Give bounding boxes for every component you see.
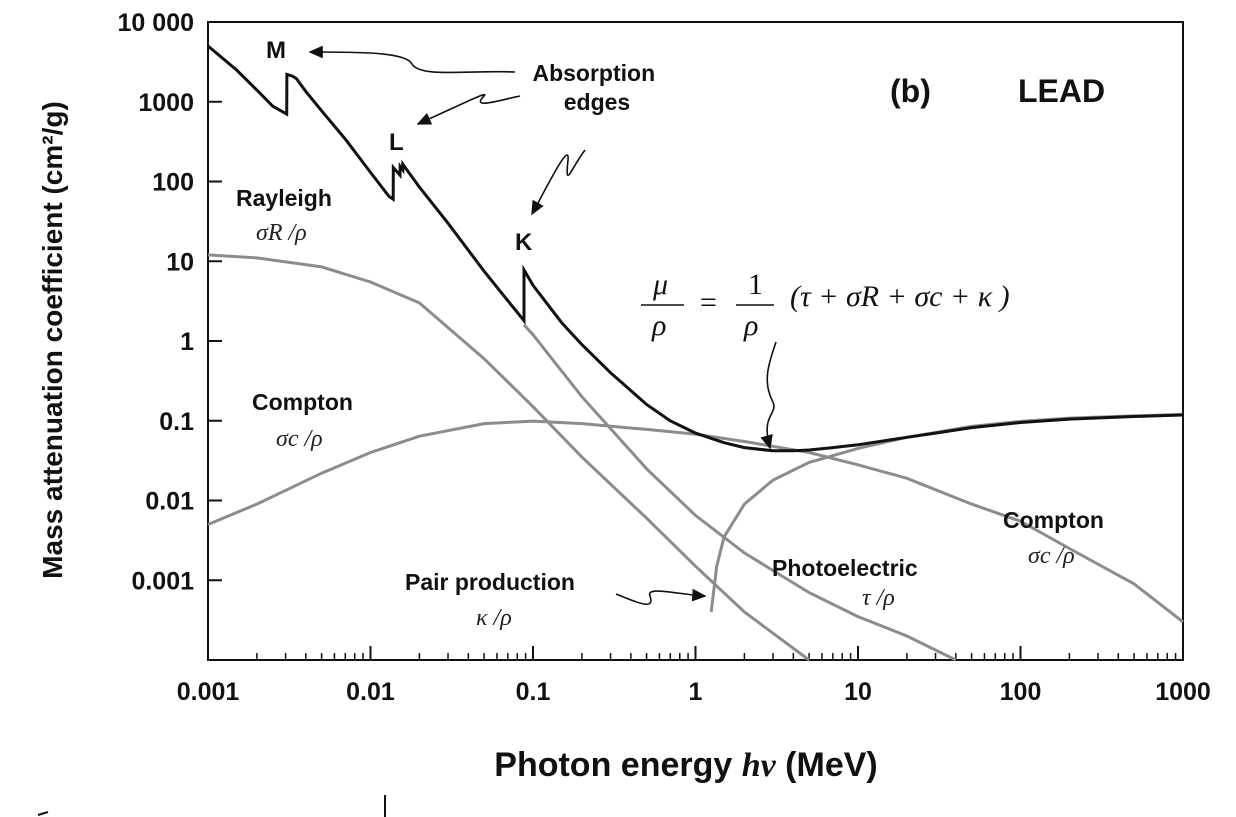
x-axis-title-variable: hν [742, 747, 777, 784]
absorption-edges-line-1: Absorption [532, 60, 655, 86]
formula-equals: = [700, 286, 717, 319]
y-tick-label: 0.1 [159, 408, 194, 436]
arrow-to-pair-production [615, 588, 707, 605]
photoelectric-symbol: τ /ρ [862, 585, 895, 611]
formula-denominator-rho-1: ρ [651, 309, 666, 342]
formula-numerator-mu: μ [652, 268, 668, 301]
x-tick-label: 0.1 [516, 678, 551, 706]
edge-label-k: K [515, 229, 533, 256]
panel-label: (b) [890, 73, 931, 109]
y-tick-label: 10 000 [118, 9, 194, 37]
axis-ticks [207, 21, 1184, 661]
rayleigh-line [207, 253, 810, 662]
formula-denominator-rho-2: ρ [743, 309, 758, 342]
arrow-to-l-edge [416, 93, 521, 125]
x-tick-label: 0.001 [177, 678, 240, 706]
y-axis-title: Mass attenuation coefficient (cm²/g) [37, 101, 68, 579]
pair-production-symbol: κ /ρ [476, 605, 512, 631]
x-axis-title: Photon energy hν (MeV) [494, 746, 877, 784]
attenuation-formula: μ ρ = 1 ρ (τ + σR + σc + κ ) [641, 268, 1010, 342]
photoelectric-label: Photoelectric [772, 555, 918, 581]
y-tick-label: 1000 [138, 89, 194, 117]
y-tick-labels: 10 000 1000 100 10 1 0.1 0.01 0.001 [118, 9, 195, 595]
pair-production-label: Pair production [405, 569, 575, 595]
x-axis-title-suffix: (MeV) [776, 746, 878, 784]
y-tick-label: 100 [152, 169, 194, 197]
x-tick-label: 1 [689, 678, 703, 706]
total-attenuation-line [207, 44, 1184, 453]
y-tick-label: 0.001 [131, 567, 194, 595]
x-axis-title-prefix: Photon energy [494, 746, 741, 784]
compton-right-symbol: σc /ρ [1028, 543, 1075, 569]
page-fragment-dash [37, 811, 49, 816]
compton-left-symbol: σc /ρ [276, 426, 323, 452]
pair-production-line [709, 412, 1184, 613]
material-label: LEAD [1018, 73, 1105, 109]
compton-right-label: Compton [1003, 507, 1104, 533]
arrow-to-m-edge [308, 45, 516, 74]
y-tick-label: 1 [180, 328, 194, 356]
rayleigh-symbol: σR /ρ [256, 220, 307, 246]
edge-label-l: L [389, 129, 404, 156]
series-layer [207, 44, 1184, 662]
y-tick-label: 10 [166, 248, 194, 276]
arrow-to-k-edge [531, 149, 586, 216]
absorption-edges-line-2: edges [564, 89, 630, 115]
y-tick-label: 0.01 [145, 488, 194, 516]
arrow-to-minimum [760, 341, 777, 450]
photoelectric-line [522, 323, 957, 662]
x-tick-label: 10 [844, 678, 872, 706]
x-tick-label: 1000 [1155, 678, 1211, 706]
absorption-edges-label: Absorption edges [532, 60, 661, 115]
x-tick-label: 100 [1000, 678, 1042, 706]
edge-label-m: M [266, 37, 286, 64]
x-tick-label: 0.01 [346, 678, 395, 706]
compton-left-label: Compton [252, 389, 353, 415]
rayleigh-label: Rayleigh [236, 185, 332, 211]
formula-body: (τ + σR + σc + κ ) [790, 280, 1010, 313]
formula-numerator-one: 1 [748, 268, 763, 301]
x-tick-labels: 0.001 0.01 0.1 1 10 100 1000 [177, 678, 1211, 706]
